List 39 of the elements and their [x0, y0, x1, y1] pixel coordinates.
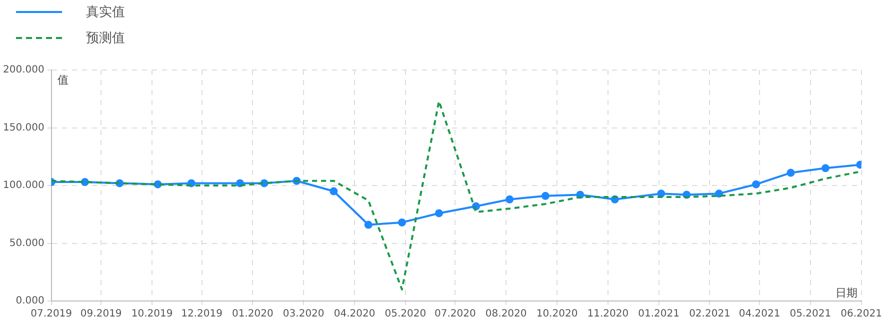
point: [541, 192, 550, 200]
y-tick-label: 150.000: [2, 122, 44, 134]
x-tick-label: 03.2020: [282, 308, 324, 320]
x-tick-label: 07.2019: [30, 308, 72, 320]
legend-label: 真实值: [86, 4, 125, 21]
y-tick-label: 0.000: [16, 296, 44, 307]
point: [364, 220, 372, 229]
x-tick-label: 07.2020: [434, 308, 476, 320]
x-tick-label: 12.2019: [181, 308, 222, 320]
x-tick-label: 05.2021: [790, 308, 832, 320]
point: [330, 187, 338, 196]
point: [434, 209, 443, 218]
point: [786, 168, 795, 177]
point: [657, 190, 666, 198]
y-tick-label: 50.000: [9, 238, 44, 249]
x-tick-label: 01.2020: [232, 308, 274, 320]
x-tick-label: 06.2021: [840, 308, 882, 320]
x-tick-label: 10.2019: [131, 308, 173, 320]
y-tick-label: 100.000: [2, 180, 44, 192]
point: [752, 180, 760, 188]
x-tick-label: 04.2021: [738, 308, 780, 320]
y-axis-title: 值: [57, 73, 68, 86]
y-tick-label: 200.000: [2, 64, 44, 76]
x-tick-label: 01.2021: [638, 308, 680, 320]
point: [398, 218, 406, 226]
legend-label: 预测值: [86, 30, 125, 47]
point: [715, 190, 723, 198]
x-tick-label: 10.2020: [536, 308, 578, 320]
x-tick-label: 04.2020: [334, 308, 376, 320]
point: [821, 164, 830, 172]
x-tick-label: 08.2020: [485, 308, 527, 320]
x-axis-title: 日期: [835, 286, 858, 300]
point: [236, 179, 244, 188]
x-tick-label: 09.2019: [80, 308, 122, 320]
x-tick-label: 11.2020: [587, 308, 629, 320]
x-tick-label: 05.2020: [384, 308, 426, 320]
point: [187, 179, 196, 188]
point: [506, 195, 514, 204]
x-tick-label: 02.2021: [689, 308, 730, 320]
